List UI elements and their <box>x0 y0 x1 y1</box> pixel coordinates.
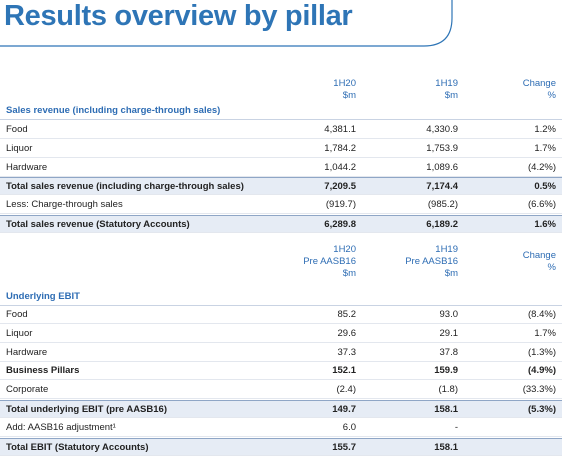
row-value: 29.6 <box>337 327 357 339</box>
row-value: 159.9 <box>434 365 458 377</box>
row-label: Hardware <box>6 346 48 358</box>
row-value: 29.1 <box>439 327 459 339</box>
row-value: 37.8 <box>439 346 459 358</box>
row-value: 1,753.9 <box>426 142 458 154</box>
row-value: 6,289.8 <box>324 219 356 230</box>
row-value: (985.2) <box>427 199 458 211</box>
row-value: (5.3%) <box>528 404 556 415</box>
column-header-line: $m <box>342 90 356 101</box>
row-value: 1,784.2 <box>324 142 356 154</box>
row-value: (33.3%) <box>522 384 556 396</box>
row-value: 6,189.2 <box>426 219 458 230</box>
row-value: 152.1 <box>332 365 356 377</box>
table-row: Hardware 1,044.2 1,089.6 (4.2%) <box>0 159 562 177</box>
row-value: (1.3%) <box>528 346 556 358</box>
row-label: Total sales revenue (Statutory Accounts) <box>6 219 190 230</box>
table-row: Liquor 1,784.2 1,753.9 1.7% <box>0 140 562 158</box>
row-label: Food <box>6 124 28 135</box>
row-label: Corporate <box>6 384 49 396</box>
table-row: Corporate (2.4) (1.8) (33.3%) <box>0 381 562 400</box>
title-border <box>0 0 453 47</box>
row-value: 155.7 <box>332 441 356 453</box>
row-value: 4,381.1 <box>324 124 356 135</box>
row-value: 7,209.5 <box>324 181 356 193</box>
table-row: Total sales revenue (including charge-th… <box>0 177 562 196</box>
column-header-line: Change <box>522 78 556 89</box>
table-row: Less: Charge-through sales (919.7) (985.2)… <box>0 196 562 215</box>
column-header-line: Change <box>522 250 556 261</box>
row-value: (4.2%) <box>528 161 556 173</box>
column-header-line: $m <box>444 90 458 101</box>
column-header: 1H20 $m <box>333 78 356 102</box>
title: Results overview by pillar <box>4 0 353 32</box>
column-header-line: % <box>547 262 556 273</box>
row-value: 37.3 <box>337 346 357 358</box>
table-row: Total EBIT (Statutory Accounts) 155.7 158.… <box>0 437 562 456</box>
table-row: Business Pillars 152.1 159.9 (4.9%) <box>0 362 562 381</box>
table-row: Total underlying EBIT (pre AASB16) 149.7 1… <box>0 400 562 418</box>
row-label: Total sales revenue (including charge-th… <box>6 181 244 193</box>
table-row: Total sales revenue (Statutory Accounts)… <box>0 215 562 233</box>
row-label: Business Pillars <box>6 365 80 377</box>
section-row: Underlying EBIT <box>0 288 562 306</box>
column-header: Change% <box>523 78 556 102</box>
column-header-line: Pre AASB16 <box>303 256 356 267</box>
column-header-line: $m <box>444 268 458 279</box>
row-value: (2.4) <box>336 384 356 396</box>
row-label: Add: AASB16 adjustment¹ <box>6 421 116 433</box>
column-header: 1H19 $m <box>435 78 458 102</box>
section-label: Underlying EBIT <box>6 291 80 302</box>
row-value: 158.1 <box>434 404 458 415</box>
row-value: 1.2% <box>534 124 556 135</box>
table-row: Liquor 29.6 29.1 1.7% <box>0 325 562 343</box>
row-label: Total underlying EBIT (pre AASB16) <box>6 404 167 415</box>
row-value: 4,330.9 <box>426 124 458 135</box>
row-label: Liquor <box>6 142 33 154</box>
column-header-line: % <box>547 90 556 101</box>
table-row: Add: AASB16 adjustment¹ 6.0 - <box>0 419 562 437</box>
row-value: 7,174.4 <box>426 181 458 193</box>
row-value: 1.7% <box>534 327 556 339</box>
row-value: 1.7% <box>534 142 556 154</box>
row-value: (919.7) <box>325 199 356 211</box>
row-value: 1,089.6 <box>426 161 458 173</box>
row-label: Food <box>6 309 28 320</box>
column-header-line: 1H20 <box>333 244 356 255</box>
row-value: - <box>454 421 458 433</box>
row-value: 85.2 <box>337 309 357 320</box>
row-value: 0.5% <box>534 181 556 193</box>
row-value: 1.6% <box>534 219 556 230</box>
row-label: Liquor <box>6 327 33 339</box>
row-value: 158.1 <box>434 441 458 453</box>
section-label: Sales revenue (including charge-through … <box>6 105 221 116</box>
column-header-line: 1H19 <box>435 78 458 89</box>
row-label: Total EBIT (Statutory Accounts) <box>6 441 149 453</box>
column-header: 1H19 Pre AASB16 $m <box>405 244 458 280</box>
table-row: Hardware 37.3 37.8 (1.3%) <box>0 344 562 362</box>
row-label: Less: Charge-through sales <box>6 199 123 211</box>
column-header-line: $m <box>342 268 356 279</box>
row-value: (6.6%) <box>528 199 556 211</box>
row-label: Hardware <box>6 161 48 173</box>
row-value: (4.9%) <box>528 365 556 377</box>
row-value: 1,044.2 <box>324 161 356 173</box>
row-value: 93.0 <box>439 309 459 320</box>
section-row: Sales revenue (including charge-through … <box>0 102 562 120</box>
column-header: Change% <box>523 250 556 274</box>
row-value: 149.7 <box>332 404 356 415</box>
column-header-line: 1H20 <box>333 78 356 89</box>
table-row: Food 4,381.1 4,330.9 1.2% <box>0 121 562 139</box>
column-header-line: Pre AASB16 <box>405 256 458 267</box>
table-row: Food 85.2 93.0 (8.4%) <box>0 306 562 324</box>
column-header: 1H20 Pre AASB16 $m <box>303 244 356 280</box>
row-value: (8.4%) <box>528 309 556 320</box>
row-value: 6.0 <box>342 421 356 433</box>
column-header-line: 1H19 <box>435 244 458 255</box>
row-value: (1.8) <box>438 384 458 396</box>
